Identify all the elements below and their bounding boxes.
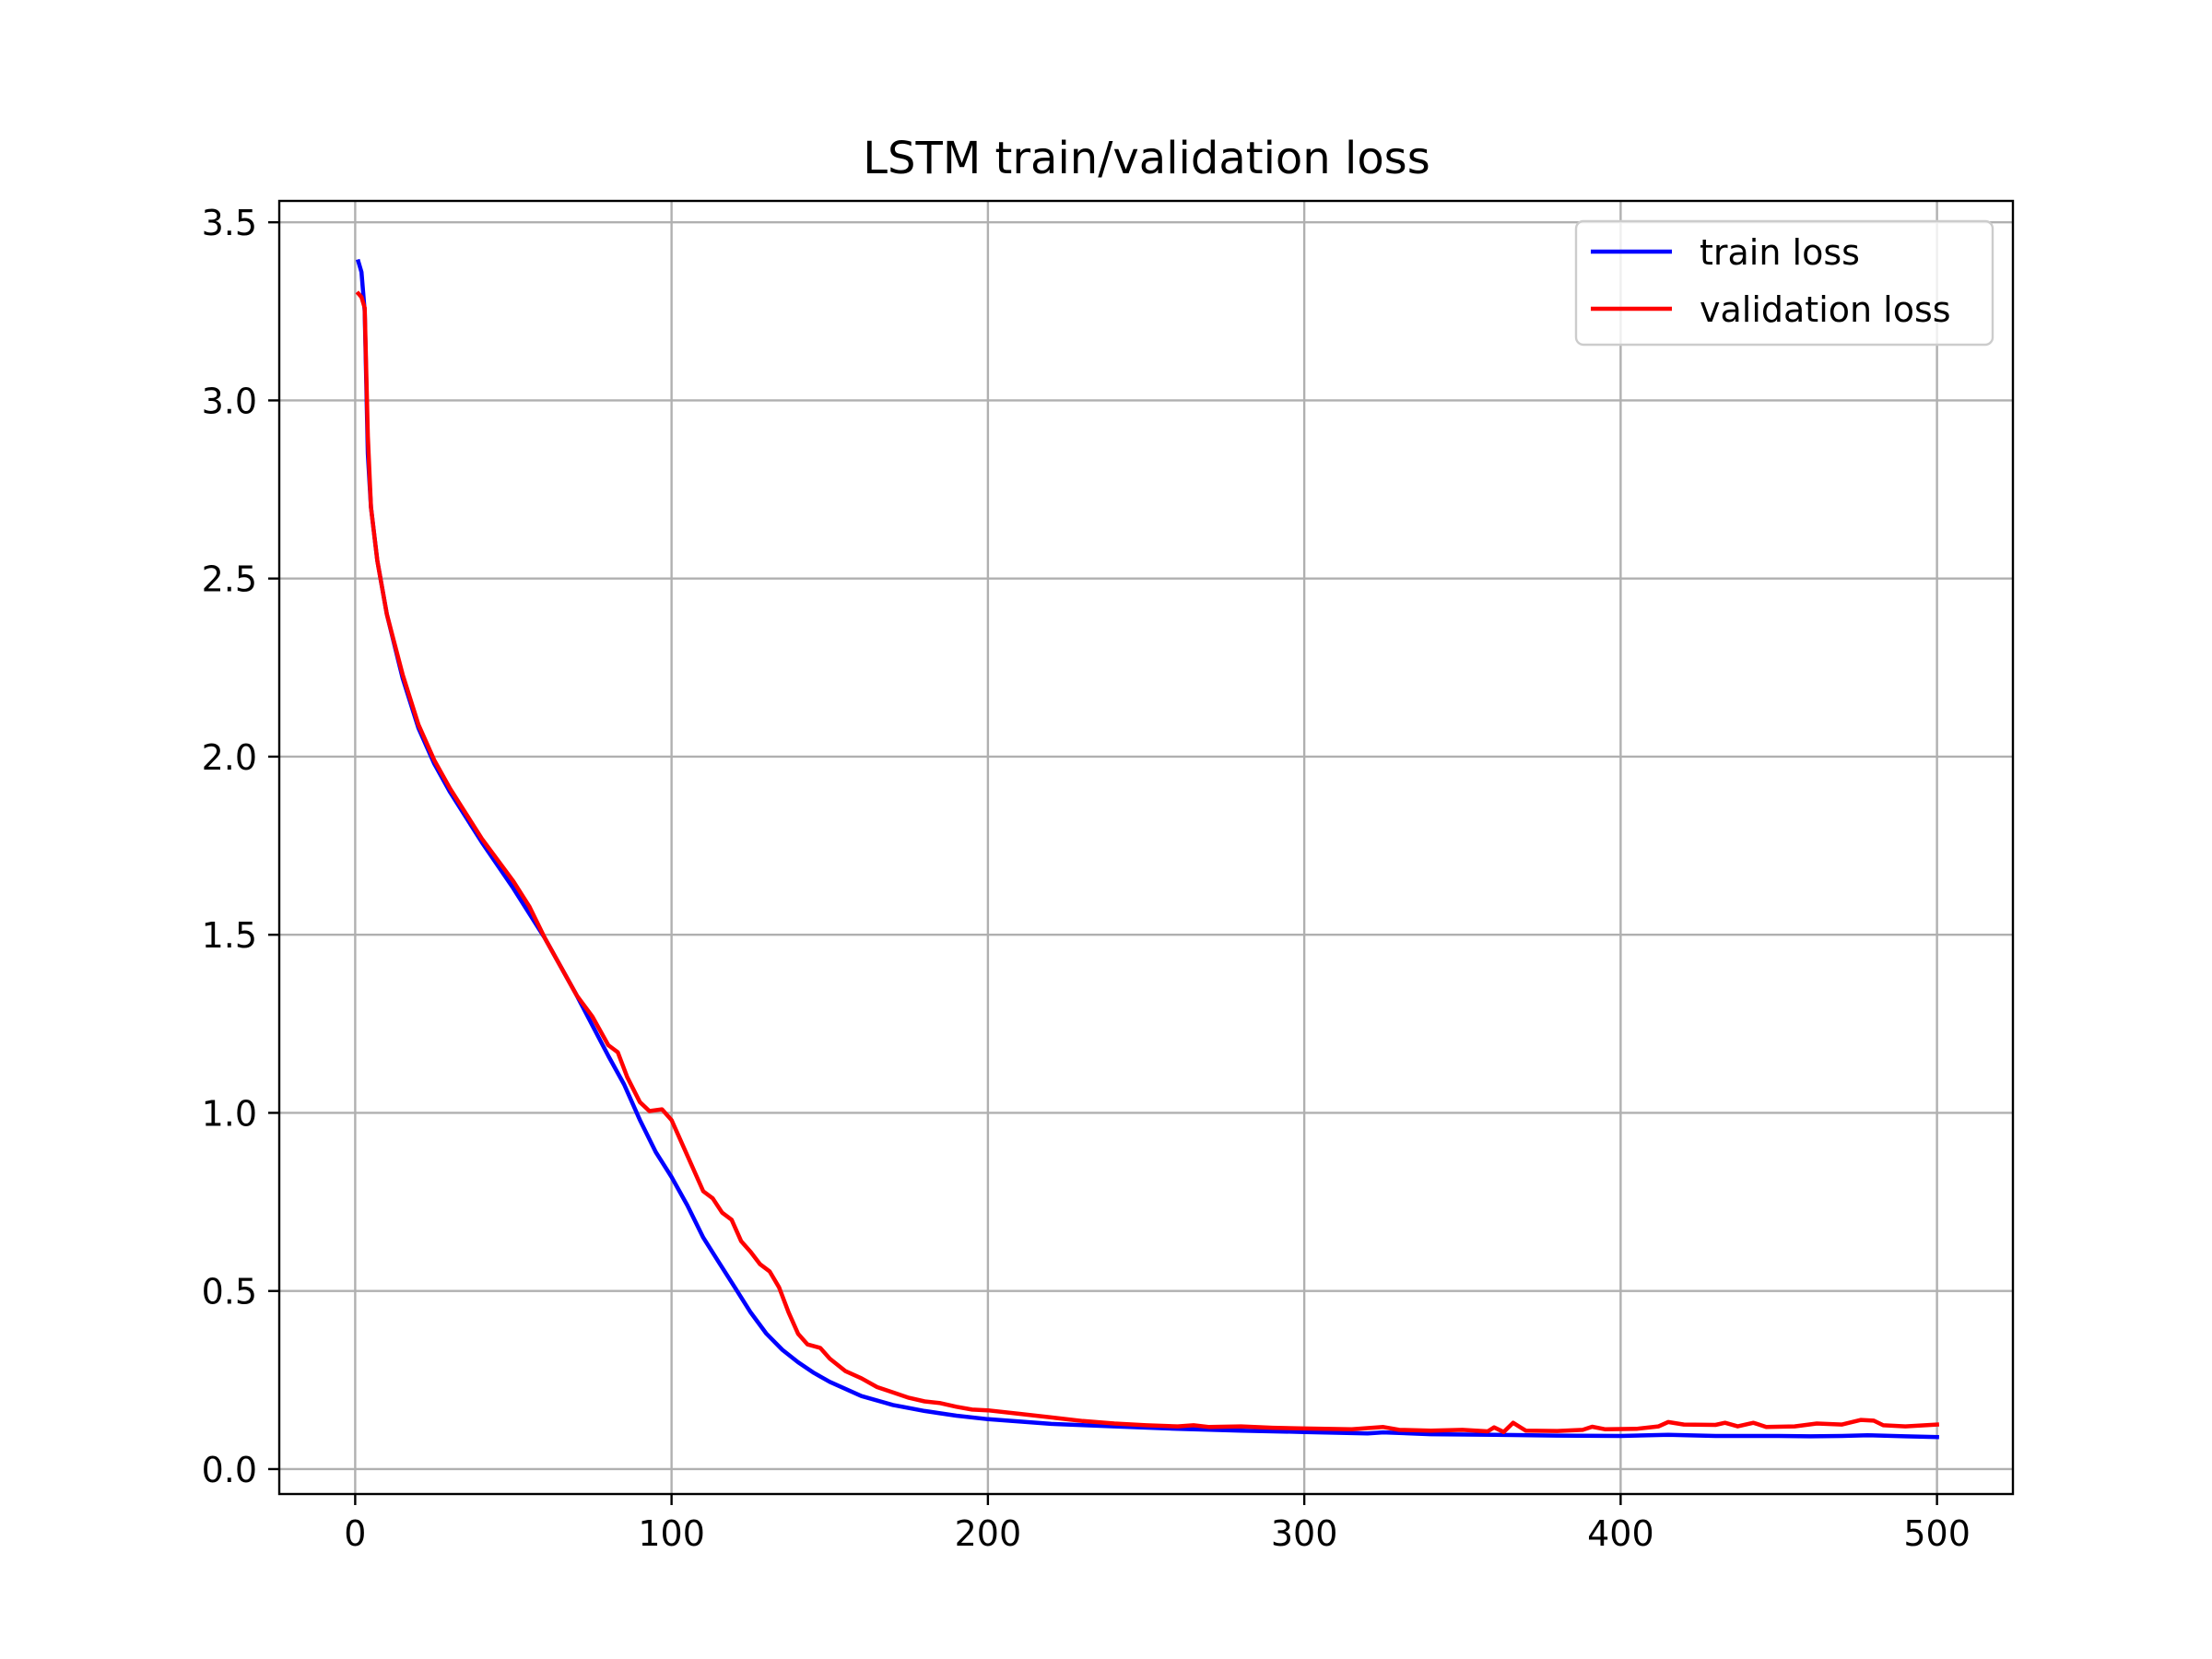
y-tick-label: 0.0 [202,1450,257,1490]
y-tick-label: 3.5 [202,203,257,243]
y-tick-label: 1.0 [202,1093,257,1134]
x-tick-label: 100 [638,1513,705,1554]
legend: train loss validation loss [1574,219,1994,347]
y-tick-label: 2.5 [202,559,257,600]
chart-title: LSTM train/validation loss [863,133,1430,184]
y-tick-label: 3.0 [202,381,257,421]
grid-lines [279,201,2013,1494]
x-tick-label: 300 [1271,1513,1338,1554]
legend-label-train-loss: train loss [1700,232,1860,273]
x-tick-label: 0 [344,1513,366,1554]
x-tick-label: 500 [1903,1513,1971,1554]
legend-box [1574,219,1994,347]
x-axis-ticks: 0 100 200 300 400 500 [344,1494,1971,1554]
x-tick-label: 200 [955,1513,1022,1554]
legend-label-validation-loss: validation loss [1700,289,1951,330]
y-tick-label: 2.0 [202,737,257,778]
y-axis-ticks: 0.0 0.5 1.0 1.5 2.0 2.5 3.0 3.5 [202,203,279,1490]
series-line-validation-loss [355,290,1939,1434]
series-lines [355,258,1939,1440]
plot-area-frame [277,199,2015,1496]
y-tick-label: 1.5 [202,915,257,956]
x-tick-label: 400 [1587,1513,1654,1554]
y-tick-label: 0.5 [202,1272,257,1312]
